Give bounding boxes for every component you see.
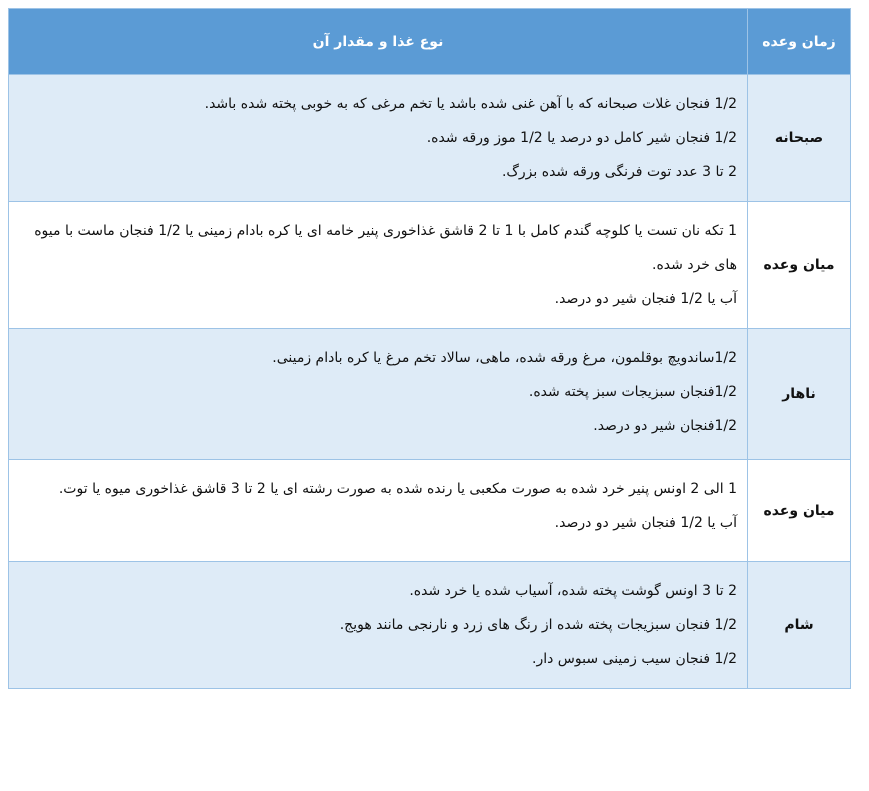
table-row: شام 2 تا 3 اونس گوشت پخته شده، آسیاب شده… — [8, 561, 851, 689]
food-cell: 2 تا 3 اونس گوشت پخته شده، آسیاب شده یا … — [8, 561, 748, 689]
food-item: 2 تا 3 عدد توت فرنگی ورقه شده بزرگ. — [501, 164, 737, 180]
table-row: صبحانه 1/2 فنجان غلات صبحانه که با آهن غ… — [8, 74, 851, 202]
food-item: 1 تکه نان تست یا کلوچه گندم کامل با 1 تا… — [34, 223, 737, 273]
food-item: آب یا 1/2 فنجان شیر دو درصد. — [554, 515, 737, 531]
table-row: ناهار 1/2ساندویچ بوقلمون، مرغ ورقه شده، … — [8, 328, 851, 460]
food-item: 1/2 فنجان سبزیجات پخته شده از رنگ های زر… — [339, 617, 737, 633]
food-item: 1 الی 2 اونس پنیر خرد شده به صورت مکعبی … — [58, 481, 737, 497]
food-item: 1/2فنجان شیر دو درصد. — [593, 418, 737, 434]
header-meal-time: زمان وعده — [747, 8, 851, 75]
food-cell: 1 تکه نان تست یا کلوچه گندم کامل با 1 تا… — [8, 201, 748, 329]
food-item: 1/2 فنجان سیب زمینی سبوس دار. — [532, 651, 737, 667]
table-row: میان وعده 1 تکه نان تست یا کلوچه گندم کا… — [8, 201, 851, 329]
food-cell: 1/2 فنجان غلات صبحانه که با آهن غنی شده … — [8, 74, 748, 202]
food-item: 1/2فنجان سبزیجات سبز پخته شده. — [528, 384, 737, 400]
meal-name: میان وعده — [747, 201, 851, 329]
header-row: زمان وعده نوع غذا و مقدار آن — [8, 8, 851, 75]
meal-name: صبحانه — [747, 74, 851, 202]
food-item: 1/2 فنجان غلات صبحانه که با آهن غنی شده … — [204, 96, 737, 112]
food-item: 1/2ساندویچ بوقلمون، مرغ ورقه شده، ماهی، … — [272, 350, 737, 366]
meal-plan-table: زمان وعده نوع غذا و مقدار آن صبحانه 1/2 … — [8, 8, 851, 689]
meal-name: شام — [747, 561, 851, 689]
meal-name: ناهار — [747, 328, 851, 460]
table-row: میان وعده 1 الی 2 اونس پنیر خرد شده به ص… — [8, 459, 851, 562]
food-cell: 1 الی 2 اونس پنیر خرد شده به صورت مکعبی … — [8, 459, 748, 562]
header-food-type: نوع غذا و مقدار آن — [8, 8, 748, 75]
meal-name: میان وعده — [747, 459, 851, 562]
food-item: آب یا 1/2 فنجان شیر دو درصد. — [554, 291, 737, 307]
food-item: 1/2 فنجان شیر کامل دو درصد یا 1/2 موز ور… — [426, 130, 737, 146]
food-item: 2 تا 3 اونس گوشت پخته شده، آسیاب شده یا … — [409, 583, 737, 599]
food-cell: 1/2ساندویچ بوقلمون، مرغ ورقه شده، ماهی، … — [8, 328, 748, 460]
